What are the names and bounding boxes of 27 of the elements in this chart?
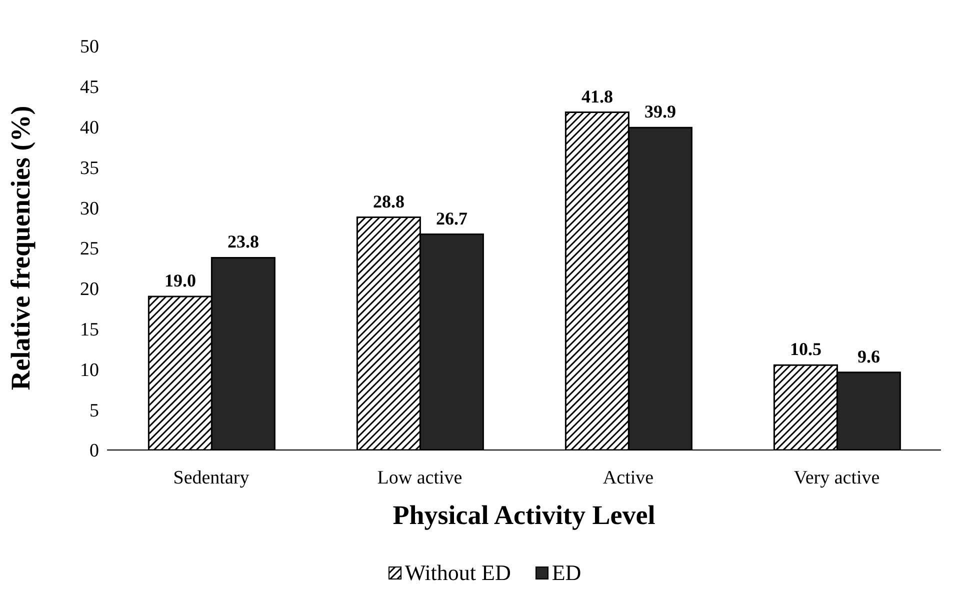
data-label: 39.9 xyxy=(644,102,676,122)
y-tick-label: 10 xyxy=(80,360,99,381)
y-tick-label: 15 xyxy=(80,320,99,341)
y-tick-label: 20 xyxy=(80,279,99,300)
x-tick-label: Low active xyxy=(377,467,462,488)
legend-label: ED xyxy=(552,560,582,586)
data-label: 26.7 xyxy=(436,208,468,228)
y-tick-label: 5 xyxy=(90,400,99,422)
y-tick-label: 45 xyxy=(80,77,99,98)
y-tick-label: 30 xyxy=(80,198,99,220)
y-tick-label: 25 xyxy=(80,238,99,260)
data-label: 23.8 xyxy=(227,232,259,252)
y-tick-label: 35 xyxy=(80,158,99,179)
x-tick-label: Very active xyxy=(794,467,880,488)
data-label: 28.8 xyxy=(372,191,404,212)
data-label: 10.5 xyxy=(790,339,822,360)
x-axis-title: Physical Activity Level xyxy=(392,500,656,530)
data-label: 9.6 xyxy=(857,346,880,366)
y-axis-title: Relative frequencies (%) xyxy=(6,106,36,390)
y-tick-label: 40 xyxy=(80,118,99,139)
x-tick-label: Active xyxy=(602,467,654,488)
y-tick-label: 0 xyxy=(90,440,99,462)
data-label: 19.0 xyxy=(164,270,196,290)
y-tick-label: 50 xyxy=(80,36,99,58)
legend-label: Without ED xyxy=(404,560,511,586)
data-label: 41.8 xyxy=(581,86,613,106)
x-tick-label: Sedentary xyxy=(173,467,250,488)
